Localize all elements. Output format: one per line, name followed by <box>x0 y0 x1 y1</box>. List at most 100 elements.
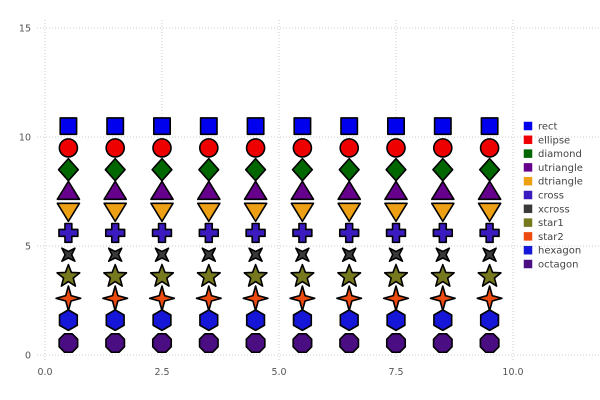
marker-star1 <box>477 263 502 287</box>
marker-diamond <box>338 157 360 182</box>
marker-diamond <box>104 157 126 182</box>
marker-rect <box>433 117 452 136</box>
legend-label-rect: rect <box>538 122 558 133</box>
marker-star1 <box>196 263 221 287</box>
series-octagon <box>58 332 500 354</box>
marker-ellipse <box>58 138 79 158</box>
series-ellipse <box>58 138 500 158</box>
marker-star2 <box>289 285 316 312</box>
marker-cross <box>479 222 500 244</box>
legend-label-star1: star1 <box>538 218 564 229</box>
marker-utriangle <box>337 180 362 201</box>
marker-hexagon <box>433 309 453 332</box>
legend-item-utriangle[interactable]: utriangle <box>523 163 583 174</box>
marker-star1 <box>337 263 362 287</box>
legend-swatch-hexagon <box>523 245 533 255</box>
marker-xcross <box>154 247 170 263</box>
marker-diamond <box>432 157 454 182</box>
marker-xcross <box>107 247 123 263</box>
marker-diamond <box>291 157 314 182</box>
marker-octagon <box>245 332 266 354</box>
series-star1 <box>56 263 502 287</box>
legend-swatch-star2 <box>523 232 533 241</box>
marker-cross <box>58 222 79 244</box>
marker-dtriangle <box>290 202 315 223</box>
legend-item-dtriangle[interactable]: dtriangle <box>523 177 583 188</box>
legend-item-rect[interactable]: rect <box>523 122 558 133</box>
series-xcross <box>61 247 497 263</box>
marker-xcross <box>295 247 310 263</box>
marker-dtriangle <box>243 202 268 223</box>
y-axis-tick-label: 5 <box>25 242 31 253</box>
x-axis-tick-label: 2.5 <box>154 367 169 378</box>
marker-rect <box>153 117 172 136</box>
marker-rect <box>293 117 312 136</box>
marker-star2 <box>148 285 176 312</box>
legend-item-ellipse[interactable]: ellipse <box>523 135 570 146</box>
marker-dtriangle <box>477 202 502 223</box>
marker-utriangle <box>196 180 221 201</box>
marker-star1 <box>56 263 81 287</box>
x-axis-tick-label: 10.0 <box>502 367 523 378</box>
axis-tick-labels: 0.0 2.5 5.0 7.5 10.0 0 5 10 15 <box>19 24 524 379</box>
marker-octagon <box>198 332 219 354</box>
marker-star2 <box>55 285 82 312</box>
marker-diamond <box>385 157 407 182</box>
legend-swatch-star1 <box>523 218 533 227</box>
marker-octagon <box>385 332 407 354</box>
legend-item-octagon[interactable]: octagon <box>523 260 578 271</box>
legend-label-xcross: xcross <box>538 204 570 215</box>
marker-ellipse <box>339 138 360 158</box>
marker-cross <box>432 222 454 244</box>
series-dtriangle <box>56 202 502 223</box>
marker-star2 <box>242 285 269 312</box>
legend-label-star2: star2 <box>538 232 564 243</box>
marker-ellipse <box>105 138 126 158</box>
marker-dtriangle <box>430 202 455 223</box>
marker-ellipse <box>152 138 172 158</box>
marker-rect <box>340 117 359 136</box>
legend-label-utriangle: utriangle <box>538 163 583 174</box>
legend-swatch-ellipse <box>523 135 533 145</box>
marker-diamond <box>244 157 267 182</box>
y-axis-tick-label: 15 <box>19 24 31 35</box>
marker-utriangle <box>243 180 268 201</box>
marker-utriangle <box>290 180 315 201</box>
marker-star2 <box>476 285 503 312</box>
marker-rect <box>106 117 125 136</box>
legend-label-cross: cross <box>538 191 564 202</box>
x-axis-tick-label: 0.0 <box>37 367 52 378</box>
marker-ellipse <box>479 138 500 158</box>
y-axis-tick-label: 0 <box>25 351 31 362</box>
marker-star2 <box>195 285 222 312</box>
legend-item-cross[interactable]: cross <box>523 190 564 202</box>
marker-ellipse <box>198 138 219 158</box>
legend-label-octagon: octagon <box>538 260 578 271</box>
legend-swatch-cross <box>523 190 533 200</box>
marker-cross <box>151 222 173 244</box>
marker-rect <box>480 117 499 136</box>
legend-item-hexagon[interactable]: hexagon <box>523 245 581 257</box>
legend-item-star1[interactable]: star1 <box>523 218 564 229</box>
legend-item-star2[interactable]: star2 <box>523 232 564 243</box>
legend-swatch-utriangle <box>523 163 533 172</box>
legend-item-xcross[interactable]: xcross <box>523 204 570 215</box>
marker-utriangle <box>430 180 455 201</box>
y-axis-tick-label: 10 <box>19 133 31 144</box>
marker-ellipse <box>245 138 266 158</box>
marker-xcross <box>435 247 451 263</box>
marker-star2 <box>429 285 456 312</box>
marker-utriangle <box>56 180 81 201</box>
marker-ellipse <box>432 138 453 158</box>
marker-cross <box>104 222 126 244</box>
marker-diamond <box>198 157 220 182</box>
legend-swatch-xcross <box>523 204 533 214</box>
marker-star2 <box>102 285 129 312</box>
marker-hexagon <box>245 309 266 332</box>
marker-xcross <box>201 247 217 263</box>
legend-item-diamond[interactable]: diamond <box>523 149 582 160</box>
marker-octagon <box>292 332 313 354</box>
marker-rect <box>246 117 265 136</box>
legend-label-dtriangle: dtriangle <box>538 177 583 188</box>
marker-octagon <box>105 332 126 354</box>
